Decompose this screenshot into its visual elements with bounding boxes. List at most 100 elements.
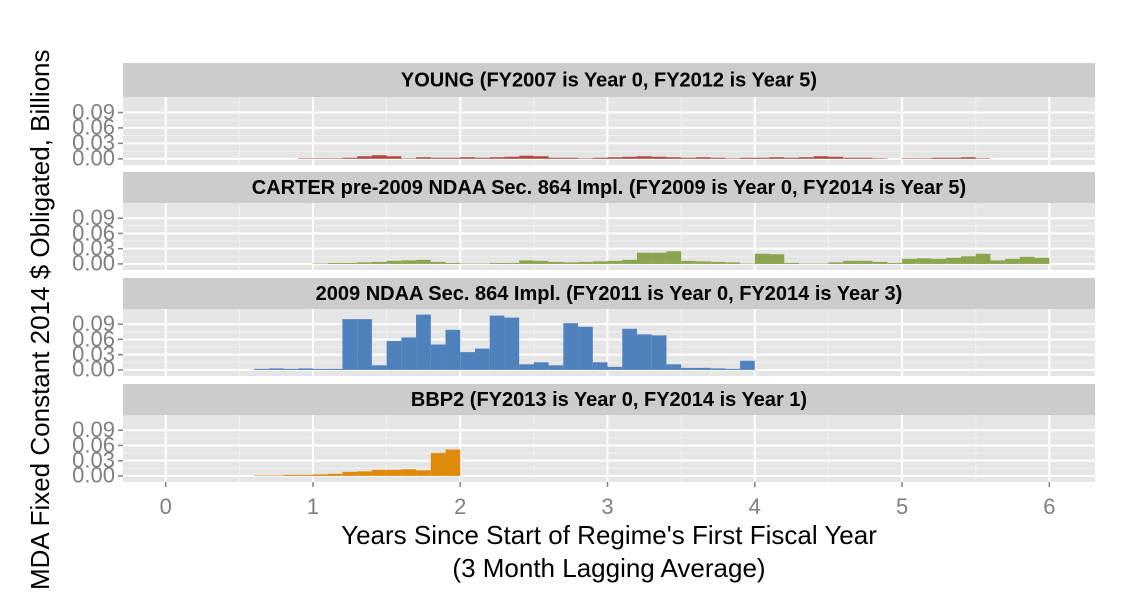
bar	[460, 263, 475, 264]
bar	[357, 156, 372, 159]
bar	[592, 362, 608, 370]
bar	[916, 258, 932, 264]
y-tick-label: 0.09	[72, 99, 115, 124]
bar	[695, 261, 711, 264]
bar	[430, 261, 446, 264]
bar	[563, 262, 579, 264]
bar	[1019, 256, 1035, 264]
bar	[578, 158, 593, 159]
bar	[416, 314, 431, 370]
bar	[607, 260, 623, 264]
bar	[401, 337, 417, 370]
x-tick-label: 0	[160, 494, 172, 519]
bar	[489, 315, 505, 370]
bar	[725, 158, 741, 159]
bar	[416, 470, 431, 476]
bar	[298, 368, 313, 370]
bar	[533, 260, 549, 264]
strip	[123, 172, 1095, 203]
bar	[563, 323, 579, 370]
y-tick-label: 0.03	[72, 130, 115, 155]
panel-background	[123, 309, 1095, 376]
bar	[327, 473, 343, 476]
bar	[312, 368, 328, 370]
strip	[123, 278, 1095, 309]
bar	[489, 262, 505, 264]
bar	[975, 158, 991, 159]
bar	[578, 326, 593, 370]
bar	[651, 252, 667, 264]
bar	[504, 317, 520, 370]
bar	[960, 256, 976, 264]
y-tick-label: 0.00	[72, 357, 115, 382]
y-tick-label: 0.03	[72, 447, 115, 472]
bar	[519, 260, 534, 264]
bar	[872, 261, 888, 264]
y-axis-label: MDA Fixed Constant 2014 $ Obligated, Bil…	[25, 49, 55, 590]
bar	[813, 156, 829, 159]
x-axis-label: (3 Month Lagging Average)	[452, 553, 765, 583]
bar	[504, 262, 520, 264]
bar	[416, 259, 431, 264]
strip	[123, 384, 1095, 415]
bar	[254, 475, 269, 476]
bar	[681, 260, 696, 264]
bar	[401, 469, 417, 476]
bar	[357, 262, 372, 264]
bar	[769, 157, 785, 159]
bar	[681, 367, 696, 370]
bar	[784, 262, 799, 264]
panel-title: YOUNG (FY2007 is Year 0, FY2012 is Year …	[401, 69, 817, 91]
y-tick-label: 0.06	[72, 220, 115, 245]
bar	[401, 158, 417, 159]
bar	[298, 158, 313, 159]
bar	[902, 158, 917, 159]
bar	[371, 469, 387, 476]
bar	[254, 368, 269, 370]
bar	[960, 157, 976, 159]
bar	[636, 156, 652, 159]
bar	[519, 155, 534, 159]
bar	[445, 449, 461, 476]
bar	[283, 474, 299, 476]
x-axis-label: Years Since Start of Regime's First Fisc…	[341, 520, 877, 550]
bar	[283, 368, 299, 370]
bar	[533, 156, 549, 159]
bar	[798, 157, 814, 159]
bar	[740, 263, 755, 264]
bar	[725, 368, 741, 370]
y-tick-label: 0.06	[72, 115, 115, 140]
bar	[636, 334, 652, 370]
x-tick-label: 5	[896, 494, 908, 519]
bar	[695, 367, 711, 370]
bar	[445, 157, 461, 159]
bar	[327, 368, 343, 370]
bar	[474, 157, 490, 159]
y-tick-label: 0.06	[72, 432, 115, 457]
bar	[916, 158, 932, 159]
y-tick-label: 0.09	[72, 417, 115, 442]
bar	[872, 158, 888, 159]
bar	[430, 453, 446, 476]
bar	[548, 157, 564, 159]
bar	[710, 261, 726, 264]
bar	[298, 474, 313, 476]
bar	[725, 262, 741, 264]
bar	[990, 260, 1006, 264]
bar	[666, 251, 682, 264]
panel-background	[123, 97, 1095, 165]
x-tick-label: 6	[1043, 494, 1055, 519]
panel-title: CARTER pre-2009 NDAA Sec. 864 Impl. (FY2…	[252, 177, 966, 199]
bar	[622, 259, 637, 264]
bar	[740, 157, 755, 159]
y-tick-label: 0.03	[72, 341, 115, 366]
bar	[371, 365, 387, 370]
bar	[474, 263, 490, 264]
bar	[489, 157, 505, 159]
bar	[533, 362, 549, 370]
bar	[754, 157, 770, 159]
y-tick-label: 0.06	[72, 326, 115, 351]
bar	[666, 364, 682, 370]
